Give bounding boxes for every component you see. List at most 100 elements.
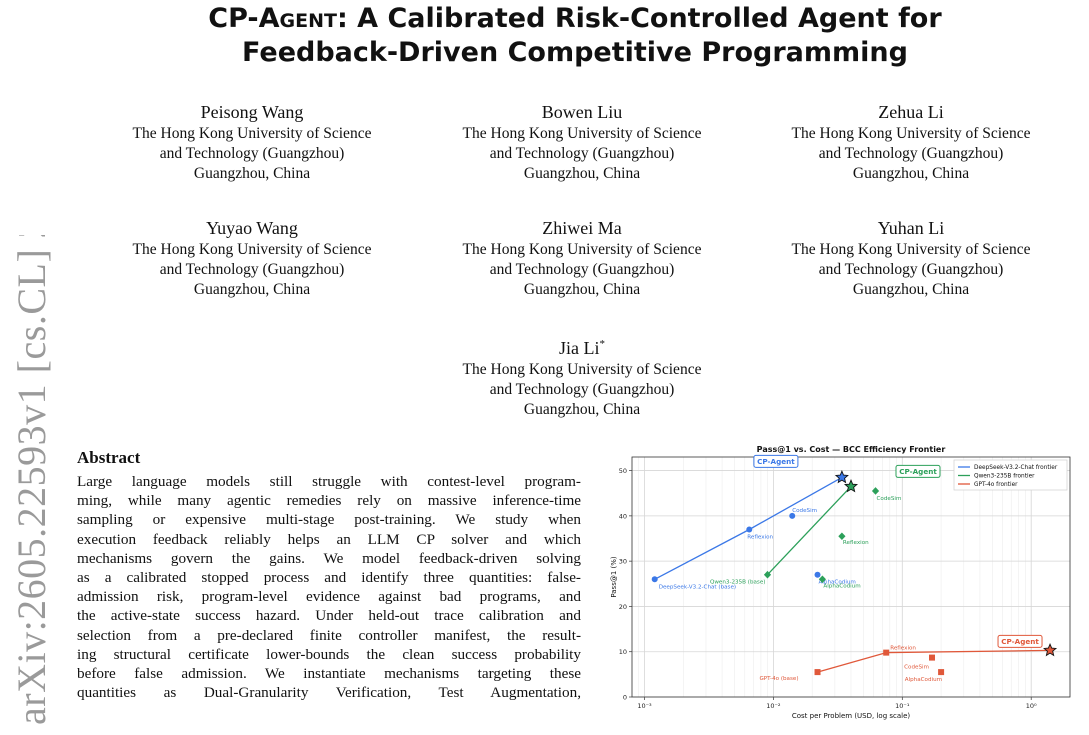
- author-affiliation-line-2: and Technology (Guangzhou): [489, 145, 675, 162]
- author-affiliation-line-1: The Hong Kong University of Science: [462, 361, 702, 378]
- chart-point-label: AlphaCodium: [905, 677, 942, 683]
- arxiv-id-text: arXiv:2605.22593v1 [cs.CL] 23 May 2026: [9, 235, 54, 725]
- abstract-line: the active-state success hazard. Under h…: [77, 607, 581, 625]
- author-affiliation-line-2: and Technology (Guangzhou): [489, 381, 675, 398]
- chart-data-point: [814, 571, 821, 578]
- chart-point-label: AlphaCodium: [819, 580, 856, 586]
- chart-data-point: [929, 654, 936, 661]
- chart-plot-frame: [631, 456, 1071, 698]
- chart-y-tick-label: 50: [619, 467, 627, 475]
- abstract-line: ming, while many agentic remedies rely o…: [77, 492, 581, 510]
- chart-point-label: Reflexion: [747, 534, 773, 540]
- author-name: Bowen Liu: [541, 102, 623, 122]
- chart-callout-label: CP-Agent: [1001, 637, 1039, 646]
- chart-legend-box: [953, 459, 1068, 491]
- chart-point-label: DeepSeek-V3.2-Chat (base): [659, 584, 736, 590]
- abstract-line: ing structural certificate lower-bounds …: [77, 645, 581, 663]
- chart-point-label: CodeSim: [904, 665, 929, 671]
- author-block: Bowen Liu The Hong Kong University of Sc…: [422, 101, 742, 184]
- author-block: Yuyao Wang The Hong Kong University of S…: [92, 217, 412, 300]
- author-location: Guangzhou, China: [193, 281, 311, 298]
- chart-data-point: [651, 576, 658, 583]
- chart-data-point: [789, 512, 796, 519]
- author-location: Guangzhou, China: [193, 165, 311, 182]
- chart-legend-label: GPT-4o frontier: [974, 482, 1018, 488]
- abstract-line: as a calibrated stopped process and iden…: [77, 569, 581, 587]
- title-line-1: CP-Agent: A Calibrated Risk-Controlled A…: [70, 2, 1080, 36]
- chart-x-tick-label: 10⁻¹: [895, 702, 910, 710]
- chart-legend-label: Qwen3-235B frontier: [974, 474, 1035, 480]
- abstract-line: selection from a pre-declared finite con…: [77, 626, 581, 644]
- title-line-1-rest: : A Calibrated Risk-Controlled Agent for: [336, 3, 942, 34]
- author-block: Zehua Li The Hong Kong University of Sci…: [751, 101, 1071, 184]
- author-location: Guangzhou, China: [523, 281, 641, 298]
- author-location: Guangzhou, China: [852, 281, 970, 298]
- abstract-body: Large language models still struggle wit…: [77, 472, 581, 702]
- chart-x-tick-label: 10⁻²: [766, 702, 781, 710]
- author-affiliation-line-1: The Hong Kong University of Science: [132, 125, 372, 142]
- chart-y-tick-label: 30: [619, 558, 627, 566]
- chart-x-tick-label: 10⁰: [1026, 702, 1037, 710]
- author-affiliation-line-1: The Hong Kong University of Science: [791, 125, 1031, 142]
- chart-point-label: AlphaCodium: [823, 583, 860, 589]
- abstract-line: sampling or expensive multi-stage post-t…: [77, 511, 581, 529]
- chart-data-point: [838, 532, 846, 541]
- author-affiliation-line-1: The Hong Kong University of Science: [462, 241, 702, 258]
- abstract-heading: Abstract: [77, 448, 141, 467]
- chart-cp-agent-star: [843, 479, 859, 493]
- author-name: Peisong Wang: [200, 102, 304, 122]
- chart-title: Pass@1 vs. Cost — BCC Efficiency Frontie…: [757, 445, 946, 454]
- chart-x-axis-label: Cost per Problem (USD, log scale): [792, 712, 911, 720]
- abstract-line: quantities as Dual-Granularity Verificat…: [77, 684, 581, 702]
- chart-point-label: Reflexion: [890, 646, 916, 652]
- abstract-line: execution feedback reliably helps an LLM…: [77, 530, 581, 548]
- paper-title: CP-Agent: A Calibrated Risk-Controlled A…: [70, 2, 1080, 70]
- chart-data-point: [871, 487, 880, 495]
- author-block: Yuhan Li The Hong Kong University of Sci…: [751, 217, 1071, 300]
- chart-callout-box: [753, 454, 799, 468]
- chart-y-axis-label: Pass@1 (%): [610, 556, 618, 598]
- author-affiliation-line-2: and Technology (Guangzhou): [818, 145, 1004, 162]
- author-block: Peisong Wang The Hong Kong University of…: [92, 101, 412, 184]
- author-block: Jia Li* The Hong Kong University of Scie…: [422, 333, 742, 420]
- author-name: Yuhan Li: [877, 218, 945, 238]
- author-name: Zhiwei Ma: [542, 218, 622, 238]
- chart-cp-agent-star: [834, 470, 849, 484]
- abstract-line: before false admission. We instantiate m…: [77, 665, 581, 683]
- chart-point-label: CodeSim: [877, 496, 902, 502]
- author-name: Jia Li*: [422, 333, 742, 360]
- author-affiliation-line-2: and Technology (Guangzhou): [159, 261, 345, 278]
- author-name: Yuyao Wang: [206, 218, 298, 238]
- chart-point-label: Qwen3-235B (base): [710, 580, 766, 586]
- author-name: Zehua Li: [878, 102, 944, 122]
- chart-y-tick-label: 20: [619, 603, 627, 611]
- abstract-line: admission risk, program-level evidence a…: [77, 588, 581, 606]
- chart-point-label: Reflexion: [843, 540, 869, 546]
- author-location: Guangzhou, China: [852, 165, 970, 182]
- author-affiliation-line-2: and Technology (Guangzhou): [159, 145, 345, 162]
- chart-callout-box: [895, 464, 941, 478]
- author-block: Zhiwei Ma The Hong Kong University of Sc…: [422, 217, 742, 300]
- corresponding-author-mark: *: [599, 338, 606, 350]
- chart-legend-label: DeepSeek-V3.2-Chat frontier: [974, 465, 1058, 471]
- author-location: Guangzhou, China: [523, 165, 641, 182]
- author-affiliation-line-1: The Hong Kong University of Science: [791, 241, 1031, 258]
- chart-frontier-line: [767, 485, 852, 576]
- author-affiliation-line-1: The Hong Kong University of Science: [462, 125, 702, 142]
- chart-point-label: GPT-4o (base): [759, 676, 798, 682]
- title-system-name: CP-Agent: [208, 3, 337, 34]
- pass-vs-cost-chart: Pass@1 vs. Cost — BCC Efficiency Frontie…: [610, 445, 1071, 720]
- chart-data-point: [746, 526, 753, 533]
- chart-callout-label: CP-Agent: [757, 457, 795, 466]
- chart-y-tick-label: 0: [623, 694, 627, 702]
- chart-data-point: [938, 669, 945, 676]
- title-line-2: Feedback-Driven Competitive Programming: [242, 37, 908, 68]
- chart-data-point: [883, 649, 890, 656]
- author-name-text: Jia Li: [559, 338, 600, 358]
- chart-callout-box: [997, 634, 1043, 648]
- chart-y-tick-label: 10: [619, 648, 627, 656]
- chart-point-label: CodeSim: [792, 508, 817, 514]
- arxiv-identifier-stamp: arXiv:2605.22593v1 [cs.CL] 23 May 2026: [0, 235, 56, 735]
- chart-data-point: [814, 669, 821, 676]
- abstract-line: Large language models still struggle wit…: [77, 473, 581, 490]
